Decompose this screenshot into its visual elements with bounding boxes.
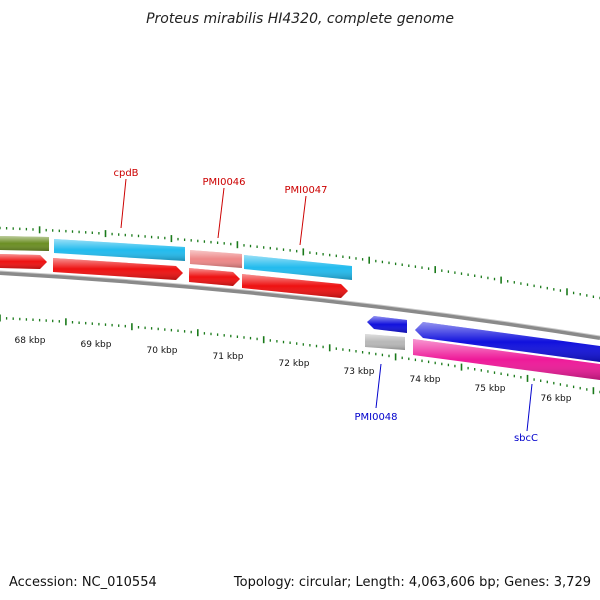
reverse-cds-rows — [365, 316, 600, 380]
gene-label-cpdB[interactable]: cpdB — [113, 168, 138, 179]
scale-label-71kbp: 71 kbp — [213, 352, 244, 362]
forward-cds-row-outer — [0, 236, 352, 280]
leader-PMI0046 — [217, 187, 225, 239]
scale-label-69kbp: 69 kbp — [81, 340, 112, 350]
map-title: Proteus mirabilis HI4320, complete genom… — [146, 11, 454, 27]
outer-tick-row — [0, 226, 600, 300]
gene-label-PMI0048[interactable]: PMI0048 — [354, 412, 397, 423]
inner-tick-row — [0, 314, 600, 395]
leader-cpdB — [120, 178, 127, 229]
gene-label-PMI0046[interactable]: PMI0046 — [202, 177, 245, 188]
scale-label-75kbp: 75 kbp — [475, 384, 506, 394]
leader-PMI0047 — [299, 195, 307, 246]
scale-label-74kbp: 74 kbp — [410, 375, 441, 385]
scale-label-73kbp: 73 kbp — [344, 367, 375, 377]
scale-label-72kbp: 72 kbp — [279, 359, 310, 369]
genome-backbone-highlight — [0, 270, 600, 337]
leader-sbcC — [526, 383, 533, 432]
genome-backbone — [0, 271, 600, 340]
scale-label-70kbp: 70 kbp — [147, 346, 178, 356]
scale-label-76kbp: 76 kbp — [541, 394, 572, 404]
accession-text: Accession: NC_010554 — [9, 575, 157, 590]
genome-summary-text: Topology: circular; Length: 4,063,606 bp… — [233, 575, 591, 590]
forward-cds-row-inner — [0, 254, 348, 298]
gene-label-sbcC[interactable]: sbcC — [514, 433, 538, 444]
gene-label-PMI0047[interactable]: PMI0047 — [284, 185, 327, 196]
leader-PMI0048 — [375, 363, 382, 409]
scale-label-68kbp: 68 kbp — [15, 336, 46, 346]
